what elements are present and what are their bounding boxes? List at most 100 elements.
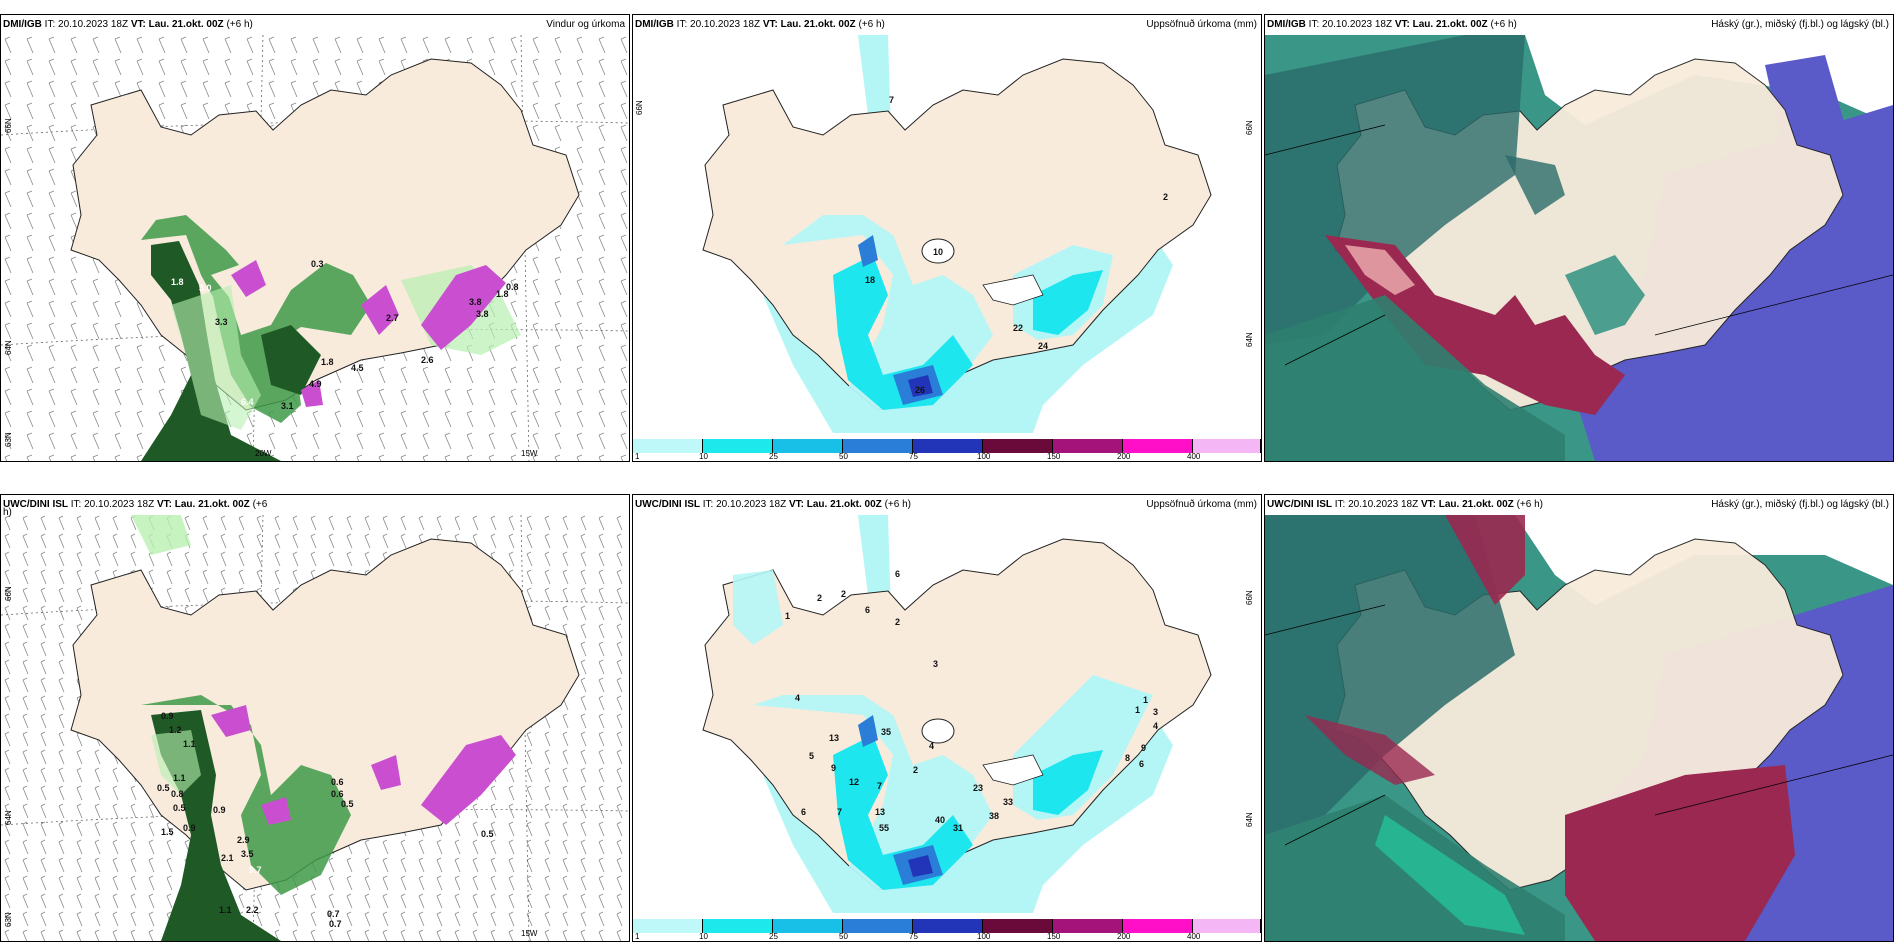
annotation: 4 [795,693,800,703]
colorbar-swatch [633,439,703,453]
annotation: 4 [929,741,934,751]
annotation: 6 [895,569,900,579]
annotation: 0.5 [173,803,186,813]
init-time: 20.10.2023 18Z [1348,499,1419,510]
colorbar-swatch [703,439,773,453]
annotation: 6 [801,807,806,817]
annotation: 3.5 [241,849,254,859]
colorbar-tick: 25 [769,452,778,461]
init-time: 20.10.2023 18Z [716,499,787,510]
lat-label: 64N [4,810,13,825]
annotation: 9.7 [249,865,262,875]
annotation: 6 [1139,759,1144,769]
annotation: 2.9 [237,835,250,845]
panel-title: Háský (gr.), miðský (fj.bl.) og lágský (… [1711,499,1889,510]
annotation: 3.8 [476,309,489,319]
annotation: 2 [841,589,846,599]
wind-precip-map[interactable]: 1.8 3.0 3.3 0.3 3.8 1.8 0.8 2.7 3.8 1.8 … [1,35,629,461]
annotation: 4.5 [351,363,364,373]
panel-title: Háský (gr.), miðský (fj.bl.) og lágský (… [1711,19,1889,30]
annotation: 1.8 [496,289,509,299]
model-label: UWC/DINI ISL [1267,499,1332,510]
annotation: 2 [817,593,822,603]
cloud-map[interactable] [1265,515,1893,941]
colorbar-swatch [1053,919,1123,933]
annotation: 1 [1135,705,1140,715]
valid-time: Lau. 21.okt. 00Z [780,19,856,30]
wind-precip-map[interactable]: 0.9 1.2 1.1 0.5 0.8 1.1 0.5 0.9 1.5 0.9 … [1,515,629,941]
colorbar-tick: 200 [1117,932,1131,941]
model-label: UWC/DINI ISL [635,499,700,510]
annotation: 7 [889,95,894,105]
lat-label: 63N [4,912,13,927]
annotation: 1.2 [169,725,182,735]
colorbar-tick: 400 [1187,932,1201,941]
annotation: 1.8 [321,357,334,367]
annotation: 55 [879,823,889,833]
valid-time: Lau. 21.okt. 00Z [806,499,882,510]
annotation: 23 [973,783,983,793]
panel-header: UWC/DINI ISL IT: 20.10.2023 18Z VT: Lau.… [633,495,1261,515]
annotation: 2 [895,617,900,627]
colorbar: 1 10 25 50 75 100 150 200 400 [633,433,1261,461]
annotation: 5 [809,751,814,761]
panel-dmi-clouds: DMI/IGB IT: 20.10.2023 18Z VT: Lau. 21.o… [1264,14,1894,462]
annotation: 0.7 [327,909,340,919]
valid-time: Lau. 21.okt. 00Z [1412,19,1488,30]
lead-time: (+6 h) [1490,19,1517,30]
precip-map[interactable]: 6 2 2 6 1 2 3 4 13 5 9 12 7 4 6 2 23 35 … [633,515,1261,941]
annotation: 0.6 [331,789,344,799]
valid-time: Lau. 21.okt. 00Z [174,499,250,510]
init-time: 20.10.2023 18Z [690,19,761,30]
colorbar-swatch [1193,439,1261,453]
colorbar-tick: 100 [977,452,991,461]
colorbar-tick: 100 [977,932,991,941]
annotation: 9 [831,763,836,773]
colorbar-tick: 400 [1187,452,1201,461]
panel-header: DMI/IGB IT: 20.10.2023 18Z VT: Lau. 21.o… [1265,15,1893,35]
lat-label: 66N [4,586,13,601]
annotation: 26 [915,385,925,395]
annotation: 0.9 [161,711,174,721]
colorbar-tick: 150 [1047,452,1061,461]
colorbar-tick: 200 [1117,452,1131,461]
lead-time: (+6 h) [1516,499,1543,510]
model-label: DMI/IGB [1267,19,1306,30]
precip-map[interactable]: 7 2 10 18 22 24 26 66N 66N 64N 1 10 25 5… [633,35,1261,461]
panel-uwc-wind: UWC/DINI ISL IT: 20.10.2023 18Z VT: Lau.… [0,494,630,942]
colorbar-swatch [983,919,1053,933]
annotation: 4 [1153,721,1158,731]
annotation: 8 [1125,753,1130,763]
annotation: 2.2 [246,905,259,915]
annotation: 1.1 [219,905,232,915]
lead-time: (+6 h) [884,499,911,510]
annotation: 0.5 [157,783,170,793]
cloud-map[interactable] [1265,35,1893,461]
annotation: 2.7 [386,313,399,323]
colorbar-swatch [983,439,1053,453]
annotation: 9 [1141,743,1146,753]
colorbar-swatch [843,439,913,453]
annotation: 0.8 [171,789,184,799]
colorbar-swatch [773,919,843,933]
annotation: 1.5 [161,827,174,837]
panel-header: UWC/DINI ISL IT: 20.10.2023 18Z VT: Lau.… [1265,495,1893,515]
annotation: 0.8 [506,282,519,292]
annotation: 18 [865,275,875,285]
annotation: 24 [1038,341,1048,351]
annotation: 2.1 [221,853,234,863]
colorbar-tick: 1 [635,932,640,941]
colorbar: 1 10 25 50 75 100 150 200 400 [633,913,1261,941]
colorbar-swatch [1053,439,1123,453]
colorbar-tick: 10 [699,932,708,941]
annotation: 12 [849,777,859,787]
lon-label: 15W [521,449,538,458]
annotation: 35 [881,727,891,737]
init-time: 20.10.2023 18Z [84,499,155,510]
annotation: 1 [1143,695,1148,705]
annotation: 3 [933,659,938,669]
colorbar-tick: 150 [1047,932,1061,941]
annotation: 0.7 [329,919,342,929]
lat-label: 64N [4,340,13,355]
annotation: 7 [837,807,842,817]
